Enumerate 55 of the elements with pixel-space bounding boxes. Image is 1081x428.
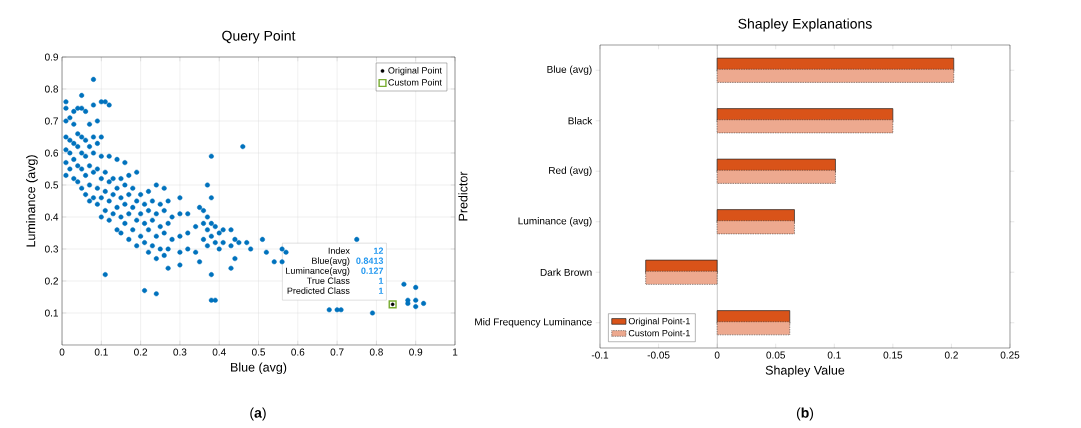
annotation: Luminance(avg) [286, 267, 350, 276]
chart-title: Shapley Explanations [738, 18, 872, 32]
x-tick-label: 0.4 [212, 348, 226, 356]
y-tick-label: 0.1 [44, 309, 59, 317]
y-tick-label: Luminance (avg) [518, 217, 592, 227]
y-tick-label: Mid Frequency Luminance [475, 318, 592, 328]
annotation: 1 [379, 277, 384, 284]
annotation: Predicted Class [287, 287, 350, 294]
x-tick-label: 0.1 [827, 351, 841, 359]
y-tick-label: 0.7 [44, 117, 58, 125]
x-axis-title: Blue (avg) [231, 362, 287, 375]
legend-label: Custom Point [388, 78, 442, 86]
annotation: 0.127 [361, 267, 384, 274]
x-tick-label: 0.3 [173, 348, 187, 356]
annotation: Blue(avg) [312, 257, 350, 266]
x-tick-label: 0.2 [134, 348, 148, 356]
x-tick-label: 0.2 [944, 351, 958, 359]
x-tick-label: 0 [714, 351, 720, 359]
x-tick-label: 0.9 [409, 348, 423, 356]
chart-title: Query Point [222, 30, 296, 44]
y-tick-label: 0.6 [44, 149, 59, 157]
annotation: 0.8413 [356, 257, 384, 264]
y-tick-label: 0.4 [44, 213, 59, 221]
text: (a) [250, 407, 266, 421]
annotation: True Class [306, 277, 350, 284]
x-tick-label: 0.15 [883, 351, 903, 359]
y-tick-label: Black [568, 117, 593, 125]
legend-label: Custom Point-1 [628, 329, 690, 337]
y-tick-label: 0.8 [44, 85, 59, 93]
x-tick-label: -0.05 [647, 351, 670, 359]
y-tick-label: Blue (avg) [547, 65, 592, 75]
y-tick-label: 0.5 [44, 181, 59, 189]
x-tick-label: -0.1 [591, 351, 609, 359]
x-tick-label: 0.1 [94, 348, 108, 356]
text: (b) [796, 407, 814, 421]
annotation: Index [328, 247, 350, 254]
y-axis-title: Predictor [458, 171, 468, 221]
x-tick-label: 0.7 [330, 348, 344, 356]
x-tick-label: 0.05 [766, 351, 786, 359]
x-tick-label: 0.25 [1000, 351, 1020, 359]
x-tick-label: 0.8 [369, 348, 383, 356]
annotation: 1 [379, 287, 384, 294]
y-tick-label: 0.9 [44, 53, 59, 61]
x-tick-label: 1 [453, 348, 458, 356]
x-axis-title: Shapley Value [765, 365, 845, 378]
legend-label: Original Point-1 [628, 317, 690, 327]
annotation: 12 [373, 247, 384, 254]
y-tick-label: Dark Brown [540, 268, 592, 276]
y-tick-label: Red (avg) [549, 166, 592, 176]
y-tick-label: 0.3 [44, 245, 59, 253]
legend-label: Original Point [388, 66, 442, 76]
x-tick-label: 0.5 [251, 348, 266, 356]
x-tick-label: 0.6 [291, 348, 305, 356]
y-tick-label: 0.2 [44, 277, 58, 285]
x-tick-label: 0 [59, 348, 65, 356]
